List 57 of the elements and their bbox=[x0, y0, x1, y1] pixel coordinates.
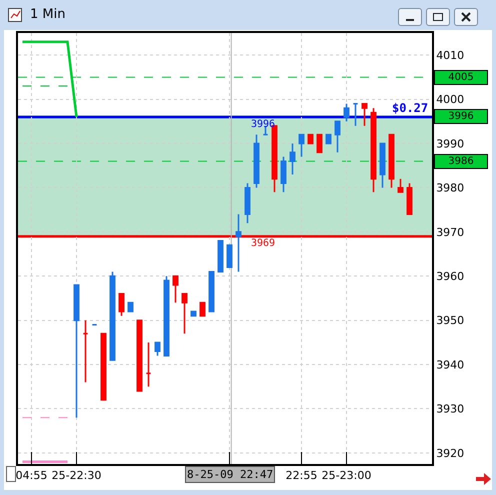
candlestick bbox=[370, 107, 376, 193]
candlestick bbox=[208, 270, 214, 312]
candlestick bbox=[128, 302, 134, 312]
candlestick bbox=[146, 342, 152, 388]
candlestick bbox=[254, 134, 260, 188]
candlestick bbox=[200, 302, 206, 317]
candlestick bbox=[236, 213, 242, 272]
text: 3996 bbox=[448, 111, 474, 122]
x-tick-label: 25-22:30 bbox=[52, 469, 102, 482]
candlestick bbox=[82, 320, 88, 383]
candlestick bbox=[334, 120, 340, 154]
candlestick bbox=[298, 134, 304, 158]
y-tick-label: 3960 bbox=[436, 270, 464, 283]
candlestick bbox=[164, 275, 170, 356]
annotation: $0.27 bbox=[392, 101, 428, 115]
candlestick bbox=[154, 342, 160, 356]
candlestick bbox=[74, 284, 80, 418]
y-tick-label: 3950 bbox=[436, 314, 464, 328]
candlestick bbox=[398, 178, 404, 193]
x-tick-label: 04:55 bbox=[16, 469, 48, 482]
candlestick bbox=[290, 142, 296, 176]
y-tick-label: 4010 bbox=[436, 48, 464, 62]
candlestick bbox=[362, 102, 368, 127]
y-tick-label: 3930 bbox=[436, 402, 464, 416]
candlestick bbox=[110, 270, 116, 361]
y-tick-label: 3990 bbox=[436, 137, 464, 150]
candlestick bbox=[308, 134, 314, 144]
candlestick bbox=[182, 293, 188, 334]
candlestick bbox=[244, 182, 250, 224]
annotation: 3969 bbox=[251, 238, 276, 249]
ref-line-label: 3986 bbox=[448, 156, 474, 167]
ref-line-label: 4005 bbox=[448, 72, 474, 83]
candlestick bbox=[100, 332, 106, 401]
candlestick bbox=[218, 240, 224, 272]
candlestick bbox=[380, 142, 386, 188]
candlestick bbox=[326, 134, 332, 144]
candlestick bbox=[226, 244, 232, 268]
y-tick-label: 3920 bbox=[436, 446, 464, 460]
candlestick bbox=[406, 182, 412, 215]
candlestick bbox=[172, 275, 178, 304]
candlestick bbox=[136, 320, 142, 392]
x-tick-label: 8-25-09 22:47 bbox=[187, 468, 274, 481]
x-tick-label: 25-23:00 bbox=[322, 469, 372, 482]
y-tick-label: 3980 bbox=[436, 182, 464, 195]
candlestick bbox=[190, 310, 196, 317]
y-tick-label: 4000 bbox=[436, 93, 464, 106]
candlestick bbox=[118, 293, 124, 317]
y-tick-label: 3970 bbox=[436, 226, 464, 239]
candlestick bbox=[352, 102, 358, 127]
y-tick-label: 3940 bbox=[436, 358, 464, 372]
candlestick bbox=[344, 102, 350, 122]
candlestick bbox=[388, 134, 394, 188]
candlestick bbox=[316, 134, 322, 154]
candlestick bbox=[280, 156, 286, 193]
ref-line-label: 3996 bbox=[251, 119, 276, 130]
x-tick-label: 22:55 bbox=[286, 469, 318, 482]
chart-title: 1 Min bbox=[30, 7, 66, 22]
